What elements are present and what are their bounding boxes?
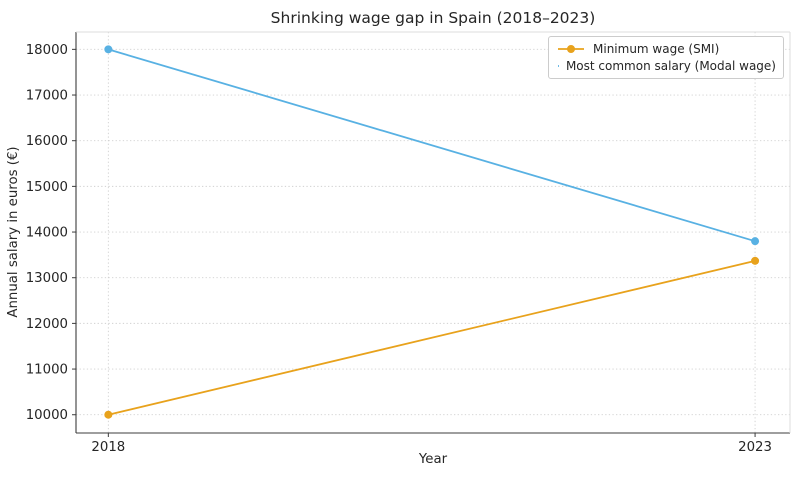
y-axis-label: Annual salary in euros (€) [6, 146, 21, 317]
legend-swatch-line-marker [558, 45, 584, 53]
data-series [104, 45, 760, 419]
y-tick-label: 18000 [26, 43, 68, 58]
y-tick-label: 11000 [26, 363, 68, 378]
y-tick-label: 13000 [26, 271, 68, 286]
y-tick-label: 12000 [26, 317, 68, 332]
y-tick-label: 16000 [26, 134, 68, 149]
x-tick-label: 2018 [91, 440, 125, 455]
y-tick-label: 17000 [26, 89, 68, 104]
chart-title: Shrinking wage gap in Spain (2018–2023) [271, 9, 596, 27]
data-point-marker [751, 256, 760, 265]
x-tick-label: 2023 [738, 440, 772, 455]
x-axis-label: Year [418, 452, 448, 467]
series-line [108, 259, 756, 416]
legend-label: Minimum wage (SMI) [593, 42, 720, 56]
legend: Minimum wage (SMI) Most common salary (M… [548, 36, 784, 79]
axes-spines [75, 31, 791, 434]
y-tick-label: 10000 [26, 408, 68, 423]
y-tick-label: 15000 [26, 180, 68, 195]
legend-swatch-line-marker [558, 65, 559, 67]
legend-item-modal-wage: Most common salary (Modal wage) [556, 58, 776, 74]
series-line [108, 48, 756, 243]
legend-label: Most common salary (Modal wage) [565, 59, 776, 73]
data-point-marker [104, 45, 113, 54]
data-point-marker [104, 410, 113, 419]
legend-item-minimum-wage: Minimum wage (SMI) [556, 41, 776, 57]
data-point-marker [751, 237, 760, 246]
axis-ticks [72, 48, 756, 437]
gridlines [76, 32, 790, 433]
tick-labels: 10000 11000 12000 13000 14000 15000 16000 17000… [26, 43, 772, 455]
y-tick-label: 14000 [26, 226, 68, 241]
